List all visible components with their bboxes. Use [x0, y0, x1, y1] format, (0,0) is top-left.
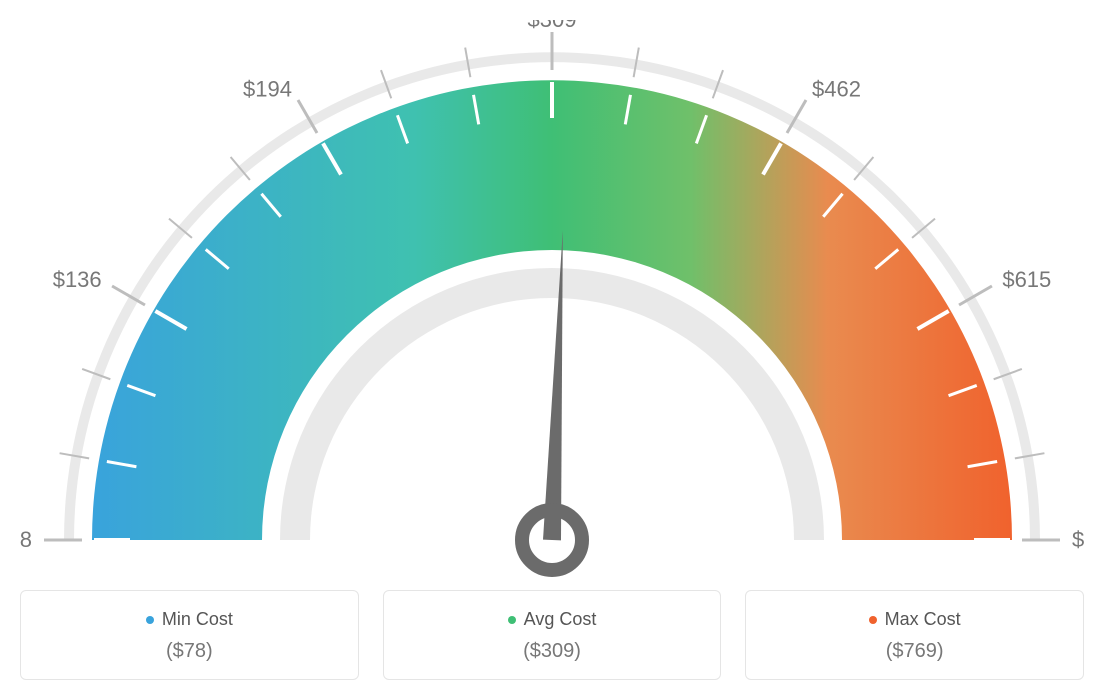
- legend-value-min: ($78): [41, 640, 338, 663]
- svg-text:$309: $309: [528, 20, 577, 32]
- legend-title-min: Min Cost: [146, 609, 233, 630]
- legend-card-max: Max Cost ($769): [745, 590, 1084, 680]
- legend-card-min: Min Cost ($78): [20, 590, 359, 680]
- legend-title-max-text: Max Cost: [885, 609, 961, 630]
- svg-text:$194: $194: [243, 77, 292, 102]
- legend-value-max: ($769): [766, 640, 1063, 663]
- legend-dot-avg: [508, 616, 516, 624]
- legend-dot-max: [869, 616, 877, 624]
- legend-title-avg: Avg Cost: [508, 609, 597, 630]
- legend-value-avg: ($309): [404, 640, 701, 663]
- svg-text:$615: $615: [1002, 267, 1051, 292]
- gauge-area: $78 $136 $194 $309 $462 $615 $769: [20, 20, 1084, 580]
- legend-card-avg: Avg Cost ($309): [383, 590, 722, 680]
- legend-row: Min Cost ($78) Avg Cost ($309) Max Cost …: [20, 590, 1084, 680]
- legend-title-max: Max Cost: [869, 609, 961, 630]
- svg-text:$769: $769: [1072, 527, 1084, 552]
- legend-title-avg-text: Avg Cost: [524, 609, 597, 630]
- gauge-chart-container: $78 $136 $194 $309 $462 $615 $769 Min Cost ($7…: [20, 20, 1084, 680]
- svg-text:$136: $136: [53, 267, 102, 292]
- legend-title-min-text: Min Cost: [162, 609, 233, 630]
- svg-text:$78: $78: [20, 527, 32, 552]
- legend-dot-min: [146, 616, 154, 624]
- gauge-svg: $78 $136 $194 $309 $462 $615 $769: [20, 20, 1084, 580]
- svg-text:$462: $462: [812, 77, 861, 102]
